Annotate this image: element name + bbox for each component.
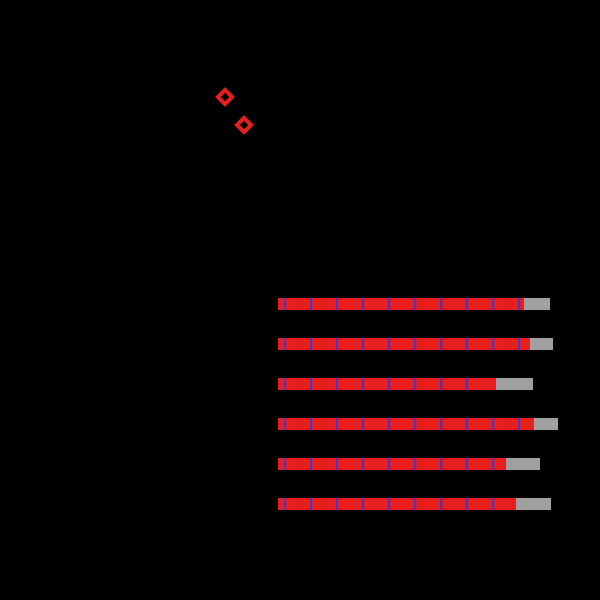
progress-bar-row: [278, 498, 568, 510]
progress-bar-stripe: [492, 298, 494, 310]
progress-bar-row: [278, 458, 568, 470]
progress-bar-stripe: [362, 498, 364, 510]
progress-bar-stripe: [414, 418, 416, 430]
progress-bar-fill: [278, 418, 534, 430]
progress-bar-stripe: [336, 498, 338, 510]
diamond-marker-1: [234, 115, 254, 135]
progress-bar-stripe: [284, 418, 286, 430]
progress-bar-stripe: [336, 458, 338, 470]
progress-bar-stripe: [284, 458, 286, 470]
progress-bar-stripe: [388, 338, 390, 350]
progress-bar-stripe: [518, 418, 520, 430]
progress-bar-stripe: [310, 498, 312, 510]
progress-bar-stripe: [466, 498, 468, 510]
progress-bar-row: [278, 418, 568, 430]
progress-bar-stripe: [362, 458, 364, 470]
progress-bar-fill: [278, 498, 516, 510]
progress-bar-stripe: [414, 298, 416, 310]
progress-bar-stripe: [414, 338, 416, 350]
progress-bar-stripe: [440, 338, 442, 350]
progress-bar-stripe: [310, 298, 312, 310]
progress-bar-stripe: [388, 498, 390, 510]
progress-bar-stripe: [414, 458, 416, 470]
progress-bar-stripe: [362, 418, 364, 430]
progress-bar-stripe: [466, 458, 468, 470]
progress-bar-stripe: [388, 418, 390, 430]
progress-bar-stripe: [414, 378, 416, 390]
progress-bar-stripe: [492, 418, 494, 430]
progress-bar-stripe: [518, 338, 520, 350]
progress-bar-stripe: [336, 298, 338, 310]
progress-bar-stripe: [362, 338, 364, 350]
progress-bar-stripe: [388, 378, 390, 390]
progress-bar-stripe: [310, 458, 312, 470]
progress-bar-row: [278, 378, 568, 390]
progress-bars-panel: [278, 298, 568, 538]
progress-bar-stripe: [440, 498, 442, 510]
diamond-marker-0: [215, 87, 235, 107]
progress-bar-stripe: [440, 378, 442, 390]
progress-bar-stripe: [284, 498, 286, 510]
progress-bar-stripe: [492, 458, 494, 470]
progress-bar-fill: [278, 458, 506, 470]
progress-bar-stripe: [466, 298, 468, 310]
progress-bar-stripe: [336, 418, 338, 430]
progress-bar-stripe: [518, 298, 520, 310]
progress-bar-stripe: [284, 378, 286, 390]
progress-bar-stripe: [310, 418, 312, 430]
progress-bar-stripe: [492, 498, 494, 510]
progress-bar-stripe: [310, 378, 312, 390]
progress-bar-stripe: [466, 378, 468, 390]
progress-bar-stripe: [466, 418, 468, 430]
progress-bar-stripe: [310, 338, 312, 350]
progress-bar-stripe: [388, 298, 390, 310]
progress-bar-stripe: [440, 418, 442, 430]
progress-bar-stripe: [492, 338, 494, 350]
progress-bar-stripe: [440, 458, 442, 470]
progress-bar-stripe: [414, 498, 416, 510]
progress-bar-stripe: [336, 338, 338, 350]
progress-bar-stripe: [388, 458, 390, 470]
progress-bar-stripe: [362, 298, 364, 310]
progress-bar-stripe: [440, 298, 442, 310]
progress-bar-row: [278, 338, 568, 350]
progress-bar-stripe: [362, 378, 364, 390]
progress-bar-fill: [278, 298, 524, 310]
progress-bar-stripe: [284, 298, 286, 310]
progress-bar-stripe: [466, 338, 468, 350]
progress-bar-stripe: [336, 378, 338, 390]
progress-bar-row: [278, 298, 568, 310]
progress-bar-stripe: [284, 338, 286, 350]
